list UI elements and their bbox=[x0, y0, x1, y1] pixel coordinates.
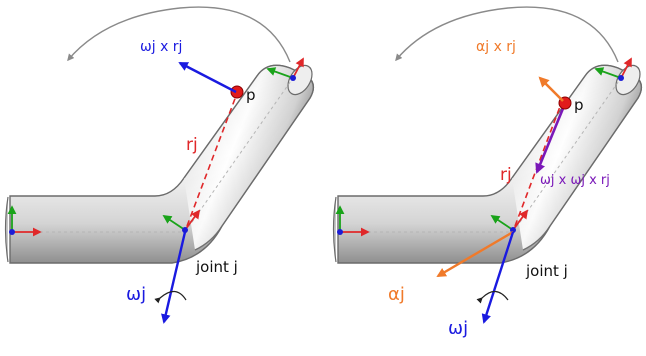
left-radius-label: rj bbox=[186, 135, 198, 155]
right-centripetal-label: ωj x ωj x rj bbox=[540, 173, 610, 188]
omega-spin-arc-icon bbox=[160, 291, 186, 300]
right-alpha-label: αj bbox=[388, 284, 405, 305]
tangential-acceleration-arrow bbox=[540, 78, 563, 101]
right-panel: αj x rj p rj ωj x ωj x rj joint j αj ωj bbox=[334, 7, 645, 339]
right-omega-label: ωj bbox=[448, 318, 468, 339]
left-panel: ωj x rj p rj joint j ωj bbox=[6, 7, 317, 322]
tangential-velocity-arrow bbox=[180, 63, 236, 92]
right-link-tube bbox=[334, 61, 645, 263]
right-tangential-label: αj x rj bbox=[476, 39, 516, 55]
left-tangential-label: ωj x rj bbox=[140, 39, 182, 55]
left-joint-label: joint j bbox=[195, 258, 238, 276]
left-link-tube bbox=[6, 61, 317, 263]
left-point-label: p bbox=[246, 86, 256, 104]
right-radius-label: rj bbox=[500, 165, 512, 185]
point-p bbox=[231, 86, 243, 98]
omega-spin-arc-icon bbox=[482, 291, 508, 300]
right-point-label: p bbox=[574, 96, 584, 114]
right-joint-label: joint j bbox=[525, 262, 568, 280]
left-omega-label: ωj bbox=[126, 284, 146, 305]
